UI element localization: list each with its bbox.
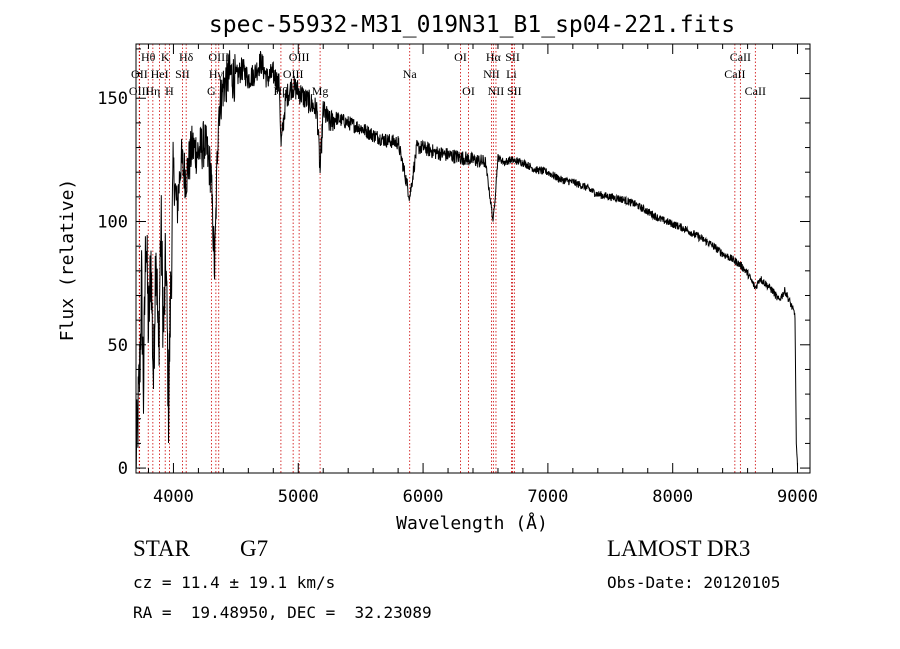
line-id-label: Hγ — [209, 67, 224, 81]
cz-value: cz = 11.4 ± 19.1 km/s — [133, 573, 336, 592]
line-id-label: CaII — [724, 67, 745, 81]
line-id-label: Hδ — [179, 50, 194, 64]
x-tick-label: 6000 — [403, 487, 444, 507]
line-id-label: Mg — [312, 84, 329, 98]
line-id-label: SII — [175, 67, 190, 81]
line-id-label: Hβ — [274, 84, 289, 98]
line-id-label: NII — [483, 67, 500, 81]
line-id-label: CaII — [730, 50, 751, 64]
survey-label: LAMOST DR3 — [607, 536, 751, 561]
y-tick-label: 0 — [118, 459, 128, 479]
line-id-label: Hθ — [141, 50, 156, 64]
y-axis-label: Flux (relative) — [57, 179, 78, 342]
y-tick-label: 150 — [97, 89, 128, 109]
spectral-subclass: G7 — [240, 536, 269, 561]
line-id-label: SII — [507, 84, 522, 98]
line-id-label: Hα — [486, 50, 502, 64]
line-id-label: K — [161, 50, 170, 64]
line-id-label: OIII — [208, 50, 229, 64]
line-id-label: H — [165, 84, 174, 98]
x-tick-label: 5000 — [278, 487, 319, 507]
line-id-label: CaII — [745, 84, 766, 98]
line-id-label: HeI — [151, 67, 169, 81]
x-tick-label: 7000 — [527, 487, 568, 507]
obs-date: Obs-Date: 20120105 — [607, 573, 781, 592]
x-tick-label: 8000 — [652, 487, 693, 507]
spectrum-series-line — [135, 50, 798, 469]
line-id-label: Hη — [145, 84, 160, 98]
plot-frame — [135, 43, 811, 474]
line-id-label: NII — [488, 84, 505, 98]
line-id-label: Li — [506, 67, 517, 81]
line-id-label: G — [207, 84, 216, 98]
line-id-label: SII — [505, 50, 520, 64]
y-tick-label: 100 — [97, 213, 128, 233]
line-id-label: OI — [454, 50, 467, 64]
line-id-label: OIII — [289, 50, 310, 64]
line-id-label: OI — [462, 84, 475, 98]
x-tick-label: 9000 — [777, 487, 818, 507]
line-id-label: OIII — [283, 67, 304, 81]
x-tick-label: 4000 — [153, 487, 194, 507]
line-id-label: OII — [131, 67, 148, 81]
ra-dec: RA = 19.48950, DEC = 32.23089 — [133, 603, 432, 622]
line-id-label: Na — [403, 67, 418, 81]
chart-title: spec-55932-M31_019N31_B1_sp04-221.fits — [209, 12, 735, 38]
line-id-label: OIII — [129, 84, 150, 98]
object-type: STAR — [133, 536, 190, 561]
x-axis-label: Wavelength (Å) — [396, 512, 548, 534]
y-tick-label: 50 — [108, 336, 128, 356]
